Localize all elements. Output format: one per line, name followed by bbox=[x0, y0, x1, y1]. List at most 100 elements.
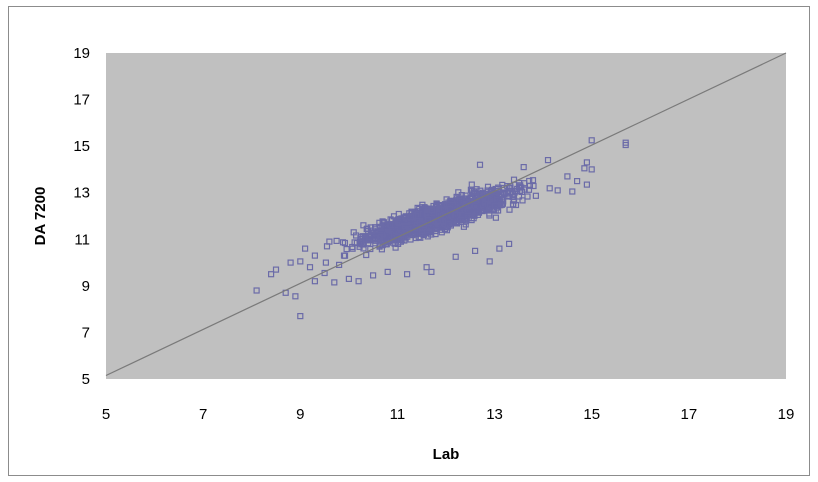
data-point bbox=[468, 198, 476, 205]
data-point bbox=[343, 246, 350, 253]
data-point bbox=[306, 264, 314, 271]
data-point bbox=[583, 159, 591, 166]
y-tick-label: 11 bbox=[74, 231, 90, 248]
data-point bbox=[469, 187, 476, 195]
data-point bbox=[581, 165, 588, 172]
data-point bbox=[326, 238, 333, 245]
data-point bbox=[508, 189, 515, 196]
data-point bbox=[336, 261, 343, 268]
data-point bbox=[253, 287, 260, 294]
data-point bbox=[419, 201, 426, 208]
data-point bbox=[432, 231, 439, 238]
data-point bbox=[438, 229, 445, 236]
reference-line bbox=[105, 52, 787, 377]
data-point bbox=[554, 187, 561, 194]
y-tick-label: 15 bbox=[73, 138, 90, 155]
data-point bbox=[382, 222, 389, 229]
data-point bbox=[339, 239, 347, 246]
data-point bbox=[516, 187, 524, 194]
data-point bbox=[372, 237, 379, 244]
data-point bbox=[573, 178, 581, 185]
data-point bbox=[501, 189, 508, 196]
data-point bbox=[349, 243, 356, 251]
data-point bbox=[406, 213, 413, 220]
data-point bbox=[494, 195, 501, 202]
x-tick-label: 13 bbox=[486, 406, 503, 423]
data-point bbox=[588, 137, 595, 144]
data-point bbox=[524, 193, 531, 200]
x-tick-label: 11 bbox=[390, 406, 406, 423]
data-point bbox=[492, 202, 499, 209]
data-point bbox=[372, 234, 379, 241]
data-point bbox=[519, 197, 526, 204]
data-point bbox=[520, 164, 527, 171]
data-point bbox=[350, 229, 357, 236]
y-tick-label: 19 bbox=[73, 45, 90, 62]
data-point bbox=[405, 225, 412, 232]
data-point bbox=[564, 173, 571, 180]
data-point bbox=[297, 313, 304, 320]
data-point bbox=[419, 211, 426, 218]
data-point bbox=[372, 225, 379, 232]
data-point bbox=[418, 229, 425, 237]
data-point bbox=[622, 141, 629, 149]
data-point bbox=[397, 236, 404, 243]
data-point bbox=[472, 247, 479, 254]
data-point bbox=[449, 220, 456, 227]
data-point bbox=[370, 272, 377, 279]
data-point bbox=[569, 188, 576, 195]
x-tick-label: 19 bbox=[778, 406, 795, 423]
data-point bbox=[395, 219, 402, 226]
data-point bbox=[583, 181, 591, 188]
data-point bbox=[453, 212, 460, 219]
chart-frame: 5 7 9 11 13 15 17 19 5 7 9 11 13 15 17 19 Lab DA 7200 bbox=[8, 6, 810, 476]
data-point bbox=[404, 271, 411, 278]
data-point bbox=[435, 207, 442, 214]
data-point bbox=[492, 214, 499, 221]
data-point bbox=[356, 243, 363, 250]
data-point bbox=[424, 216, 431, 223]
data-point bbox=[518, 184, 525, 191]
data-point bbox=[384, 232, 391, 239]
x-axis-title: Lab bbox=[433, 446, 460, 463]
data-point bbox=[426, 224, 433, 231]
data-point bbox=[465, 207, 472, 215]
data-point bbox=[366, 237, 373, 244]
data-point bbox=[526, 182, 534, 189]
data-point bbox=[484, 196, 491, 203]
data-point bbox=[472, 203, 479, 210]
data-point bbox=[486, 212, 493, 219]
y-tick-label: 17 bbox=[73, 92, 90, 109]
data-point bbox=[387, 221, 394, 228]
data-point bbox=[468, 181, 475, 188]
data-point bbox=[478, 207, 485, 214]
data-point bbox=[423, 264, 430, 271]
data-point bbox=[512, 201, 520, 209]
data-point bbox=[428, 268, 435, 275]
data-point bbox=[476, 161, 484, 168]
data-point bbox=[302, 245, 309, 252]
data-point bbox=[428, 206, 436, 213]
data-point bbox=[384, 268, 391, 275]
data-point bbox=[588, 166, 595, 173]
data-point bbox=[333, 237, 340, 244]
x-tick-label: 9 bbox=[296, 406, 304, 423]
y-tick-label: 5 bbox=[82, 371, 90, 388]
data-point bbox=[488, 202, 495, 209]
data-point bbox=[297, 258, 304, 265]
scatter-chart: 5 7 9 11 13 15 17 19 5 7 9 11 13 15 17 19 Lab DA 7200 bbox=[32, 45, 795, 463]
data-point bbox=[496, 245, 503, 252]
data-point bbox=[506, 240, 513, 247]
data-point bbox=[532, 192, 540, 199]
data-point bbox=[360, 222, 367, 229]
x-axis-ticks: 5 7 9 11 13 15 17 19 bbox=[102, 406, 795, 423]
data-point bbox=[341, 239, 348, 247]
data-point bbox=[376, 225, 383, 232]
data-point bbox=[439, 218, 447, 225]
data-point bbox=[292, 293, 299, 300]
y-tick-label: 13 bbox=[73, 185, 90, 202]
data-point bbox=[311, 252, 318, 259]
x-tick-label: 17 bbox=[681, 406, 698, 423]
data-point bbox=[457, 195, 464, 202]
data-point bbox=[409, 221, 416, 228]
